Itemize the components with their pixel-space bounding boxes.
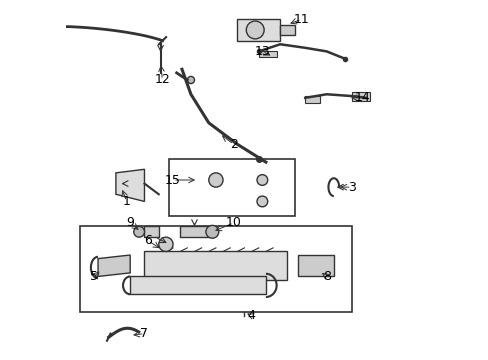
Bar bbox=[351, 93, 369, 102]
Text: 11: 11 bbox=[293, 13, 309, 26]
Circle shape bbox=[257, 196, 267, 207]
Text: 9: 9 bbox=[126, 216, 134, 229]
Circle shape bbox=[246, 21, 264, 39]
Text: 8: 8 bbox=[322, 270, 330, 283]
Circle shape bbox=[134, 226, 144, 237]
Text: 3: 3 bbox=[347, 181, 355, 194]
Polygon shape bbox=[116, 169, 144, 202]
Bar bbox=[180, 226, 208, 237]
Text: 6: 6 bbox=[144, 234, 152, 247]
Circle shape bbox=[205, 225, 218, 238]
Text: 12: 12 bbox=[154, 73, 170, 86]
Text: 4: 4 bbox=[247, 309, 255, 322]
Circle shape bbox=[208, 173, 223, 187]
Circle shape bbox=[159, 237, 173, 251]
Text: 5: 5 bbox=[90, 270, 98, 283]
Bar bbox=[144, 226, 159, 237]
Circle shape bbox=[257, 175, 267, 185]
Text: 10: 10 bbox=[225, 216, 241, 229]
Polygon shape bbox=[98, 255, 130, 276]
Bar bbox=[169, 158, 294, 216]
Bar bbox=[280, 24, 294, 35]
Text: 15: 15 bbox=[165, 174, 181, 186]
Text: 7: 7 bbox=[140, 327, 148, 340]
Bar bbox=[298, 255, 333, 276]
Bar bbox=[130, 276, 265, 294]
Text: 13: 13 bbox=[254, 45, 270, 58]
Text: 1: 1 bbox=[122, 195, 130, 208]
Text: 2: 2 bbox=[229, 138, 237, 151]
Circle shape bbox=[187, 76, 194, 84]
Polygon shape bbox=[237, 19, 280, 41]
Bar bbox=[144, 251, 287, 280]
Text: 14: 14 bbox=[354, 91, 369, 104]
Bar bbox=[258, 51, 276, 57]
Bar bbox=[305, 96, 319, 103]
Bar bbox=[80, 226, 351, 312]
